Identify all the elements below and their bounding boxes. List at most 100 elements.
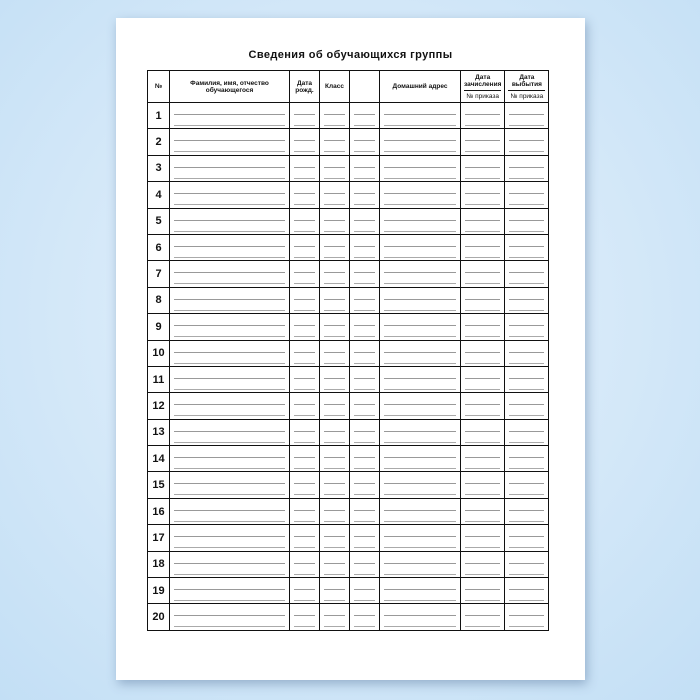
write-line	[384, 272, 456, 274]
write-line	[174, 615, 285, 617]
entry-cell	[169, 313, 290, 341]
write-line	[324, 520, 345, 522]
entry-cell	[349, 497, 380, 526]
entry-cell	[289, 233, 320, 262]
write-line	[354, 483, 375, 485]
entry-cell	[459, 339, 506, 367]
write-line	[294, 430, 315, 432]
write-line	[174, 125, 285, 126]
write-line	[354, 600, 375, 602]
entry-cell	[319, 286, 350, 315]
table-row: 20	[147, 603, 550, 631]
write-line	[324, 114, 345, 115]
entry-cell	[349, 471, 380, 499]
write-line	[294, 245, 315, 247]
write-line	[384, 615, 456, 617]
write-line	[354, 166, 375, 168]
entry-cell	[504, 392, 550, 420]
write-line	[384, 483, 456, 485]
row-number: 7	[147, 260, 170, 288]
write-line	[465, 626, 501, 628]
write-line	[294, 336, 315, 338]
entry-cell	[459, 524, 506, 552]
write-line	[354, 536, 375, 538]
entry-cell	[504, 286, 550, 315]
write-line	[174, 520, 285, 522]
write-line	[324, 140, 345, 142]
entry-cell	[349, 445, 380, 473]
write-line	[174, 600, 285, 602]
entry-cell	[459, 101, 506, 130]
write-line	[465, 415, 501, 417]
write-line	[174, 573, 285, 575]
write-line	[384, 600, 456, 602]
entry-cell	[289, 339, 320, 367]
write-line	[509, 325, 545, 327]
write-line	[294, 536, 315, 538]
write-line	[509, 377, 545, 379]
write-line	[384, 166, 456, 168]
write-line	[384, 441, 456, 443]
write-line	[465, 177, 501, 179]
write-line	[509, 615, 545, 617]
entry-cell	[379, 550, 461, 579]
entry-cell	[169, 286, 290, 315]
write-line	[354, 457, 375, 459]
entry-cell	[349, 418, 380, 447]
entry-cell	[169, 418, 290, 447]
write-line	[509, 457, 545, 459]
write-line	[324, 204, 345, 206]
entry-cell	[289, 260, 320, 288]
write-line	[465, 615, 501, 617]
write-line	[294, 151, 315, 153]
students-table: № Фамилия, имя, отчество обучающегося Да…	[147, 70, 550, 631]
entry-cell	[169, 577, 290, 605]
write-line	[294, 298, 315, 300]
write-line	[384, 430, 456, 432]
write-line	[294, 204, 315, 206]
entry-cell	[504, 418, 550, 447]
write-line	[384, 256, 456, 258]
entry-cell	[289, 207, 320, 235]
write-line	[509, 177, 545, 179]
entry-cell	[349, 524, 380, 552]
entry-cell	[459, 418, 506, 447]
write-line	[354, 547, 375, 549]
entry-cell	[349, 365, 380, 394]
table-row: 6	[147, 233, 550, 262]
table-row: 18	[147, 550, 550, 579]
entry-cell	[459, 181, 506, 209]
write-line	[509, 520, 545, 522]
entry-cell	[289, 181, 320, 209]
write-line	[465, 589, 501, 591]
entry-cell	[504, 181, 550, 209]
write-line	[324, 457, 345, 459]
write-line	[324, 536, 345, 538]
write-line	[384, 309, 456, 311]
row-number: 20	[147, 603, 170, 631]
write-line	[354, 388, 375, 390]
entry-cell	[289, 497, 320, 526]
write-line	[294, 114, 315, 115]
write-line	[354, 325, 375, 327]
entry-cell	[459, 550, 506, 579]
write-line	[324, 151, 345, 153]
write-line	[294, 404, 315, 406]
write-line	[174, 272, 285, 274]
entry-cell	[289, 471, 320, 499]
write-line	[294, 325, 315, 327]
write-line	[174, 430, 285, 432]
entry-cell	[349, 260, 380, 288]
table-header: № Фамилия, имя, отчество обучающегося Да…	[147, 70, 550, 103]
entry-cell	[379, 603, 461, 631]
entry-cell	[379, 497, 461, 526]
entry-cell	[459, 260, 506, 288]
write-line	[384, 204, 456, 206]
write-line	[384, 415, 456, 417]
entry-cell	[459, 128, 506, 156]
write-line	[174, 494, 285, 496]
document-page: Сведения об обучающихся группы № Фамилия…	[116, 18, 585, 680]
write-line	[354, 589, 375, 591]
write-line	[509, 114, 545, 115]
entry-cell	[504, 577, 550, 605]
